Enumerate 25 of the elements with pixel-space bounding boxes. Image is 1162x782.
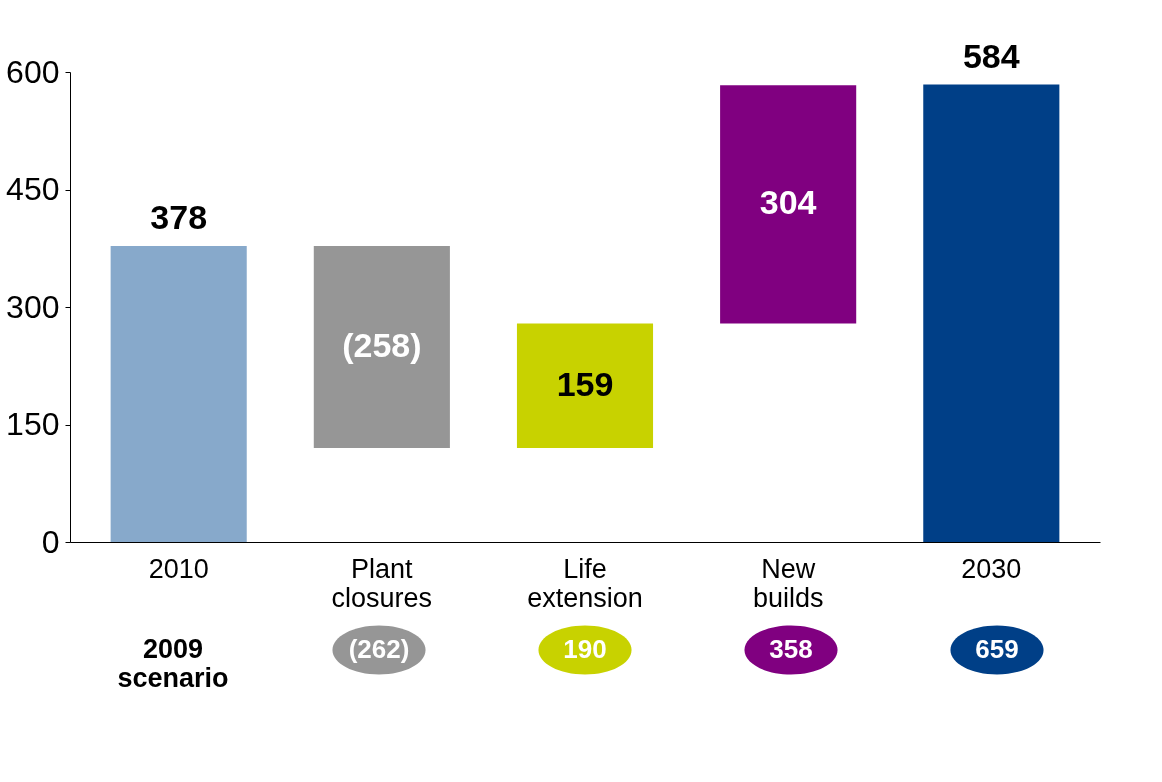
data-label: (258) <box>342 325 422 364</box>
text: 358 <box>769 634 813 664</box>
text: 659 <box>975 634 1019 664</box>
y-tick-label: 300 <box>6 288 60 325</box>
x-tick-label: Plant closures <box>331 553 433 613</box>
bar <box>313 245 450 448</box>
bar <box>110 245 247 542</box>
text: 190 <box>563 634 607 664</box>
data-label: 159 <box>556 364 614 403</box>
x-tick-label: Life extension <box>527 553 643 613</box>
y-tick-label: 450 <box>6 171 60 207</box>
bar <box>720 85 857 324</box>
text: (262) <box>348 634 410 664</box>
x-tick-label: 2010 <box>148 553 209 584</box>
y-tick-label: 0 <box>41 523 60 560</box>
bar <box>516 323 654 448</box>
y-tick-label: 600 <box>6 53 60 90</box>
x-tick-label: New builds <box>752 553 824 613</box>
bar <box>923 84 1060 542</box>
y-tick-label: 150 <box>6 406 60 442</box>
data-label: 378 <box>150 197 208 236</box>
x-tick-label: 2030 <box>961 553 1022 584</box>
text: 2009 scenario <box>117 634 229 693</box>
data-label: 304 <box>759 183 817 222</box>
data-label: 584 <box>962 36 1020 75</box>
